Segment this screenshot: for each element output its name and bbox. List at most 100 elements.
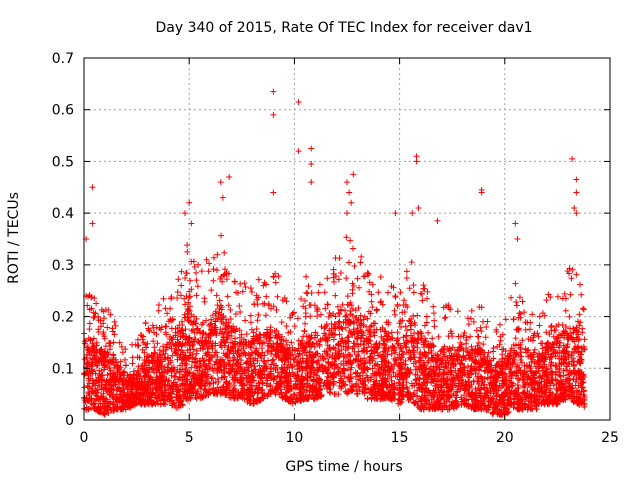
data-point — [140, 339, 147, 346]
data-point — [335, 364, 342, 371]
data-point — [101, 333, 108, 340]
data-point — [565, 372, 572, 378]
data-point — [128, 392, 135, 399]
data-point — [401, 297, 408, 304]
data-point — [478, 405, 485, 412]
data-point — [426, 406, 433, 413]
data-point — [542, 344, 549, 351]
data-point — [402, 343, 409, 350]
data-point — [324, 275, 331, 282]
data-point — [500, 378, 507, 385]
data-point — [564, 332, 571, 339]
data-point — [331, 278, 338, 285]
data-point — [227, 365, 234, 372]
data-point — [411, 400, 418, 407]
data-point — [318, 362, 325, 369]
data-point — [118, 343, 125, 350]
data-point — [549, 390, 556, 397]
data-point — [533, 406, 540, 413]
data-point — [106, 389, 113, 396]
data-point — [189, 358, 196, 365]
data-point — [184, 347, 191, 354]
data-point — [242, 388, 249, 395]
data-point — [118, 405, 125, 412]
data-point — [481, 397, 488, 404]
data-point — [205, 268, 212, 275]
data-point — [543, 297, 550, 304]
data-point — [421, 402, 428, 409]
data-point — [314, 366, 321, 373]
data-point — [386, 389, 393, 396]
data-point — [476, 303, 483, 310]
data-point — [247, 285, 254, 292]
data-point — [325, 314, 332, 321]
data-point — [267, 324, 274, 331]
data-point — [450, 375, 457, 382]
data-point — [459, 379, 466, 386]
data-point — [329, 352, 336, 359]
data-point — [528, 355, 535, 362]
data-point — [271, 360, 278, 367]
data-point — [279, 357, 286, 364]
data-point — [490, 409, 497, 416]
data-point — [240, 336, 247, 343]
data-point — [481, 375, 488, 382]
data-point — [174, 294, 181, 301]
data-point — [521, 402, 528, 409]
data-point — [173, 347, 180, 354]
data-point — [165, 392, 172, 399]
data-point — [467, 333, 474, 340]
data-point — [320, 356, 327, 363]
data-point — [513, 302, 520, 309]
data-point — [236, 353, 243, 360]
data-point — [199, 334, 206, 341]
data-point — [478, 385, 485, 392]
data-point — [234, 349, 241, 356]
data-point — [359, 388, 366, 395]
data-point — [494, 411, 501, 418]
data-point — [364, 366, 371, 373]
data-point — [410, 282, 417, 289]
data-point — [161, 387, 168, 394]
data-point — [580, 343, 587, 350]
data-point — [517, 357, 524, 364]
data-point — [473, 327, 480, 334]
data-point — [556, 369, 563, 376]
data-point — [93, 362, 100, 369]
data-point — [182, 326, 189, 333]
data-point — [239, 380, 246, 387]
data-point — [574, 328, 581, 335]
data-point — [450, 355, 457, 362]
data-point — [347, 237, 354, 244]
data-point — [350, 328, 357, 335]
data-point — [485, 349, 492, 356]
data-point — [105, 307, 112, 314]
data-point — [208, 287, 215, 294]
data-point — [298, 296, 305, 303]
data-point — [330, 344, 337, 351]
data-point — [548, 369, 555, 376]
data-point — [86, 320, 93, 327]
data-point — [155, 384, 162, 391]
data-point — [340, 362, 347, 369]
data-point — [552, 362, 559, 369]
data-point — [270, 376, 277, 383]
data-point — [468, 367, 475, 374]
data-point — [364, 269, 371, 276]
data-point — [343, 275, 350, 282]
data-point — [162, 305, 169, 312]
data-point — [573, 271, 580, 278]
data-point — [485, 394, 492, 401]
data-point — [114, 403, 121, 410]
data-point — [219, 278, 226, 285]
data-point — [549, 400, 556, 407]
data-point — [580, 306, 587, 313]
data-point — [394, 335, 401, 342]
data-point — [162, 382, 169, 389]
data-point — [175, 276, 182, 283]
data-point — [197, 373, 204, 380]
data-point — [226, 361, 233, 368]
data-point — [217, 359, 224, 366]
data-point — [400, 302, 407, 309]
data-point — [534, 358, 541, 365]
